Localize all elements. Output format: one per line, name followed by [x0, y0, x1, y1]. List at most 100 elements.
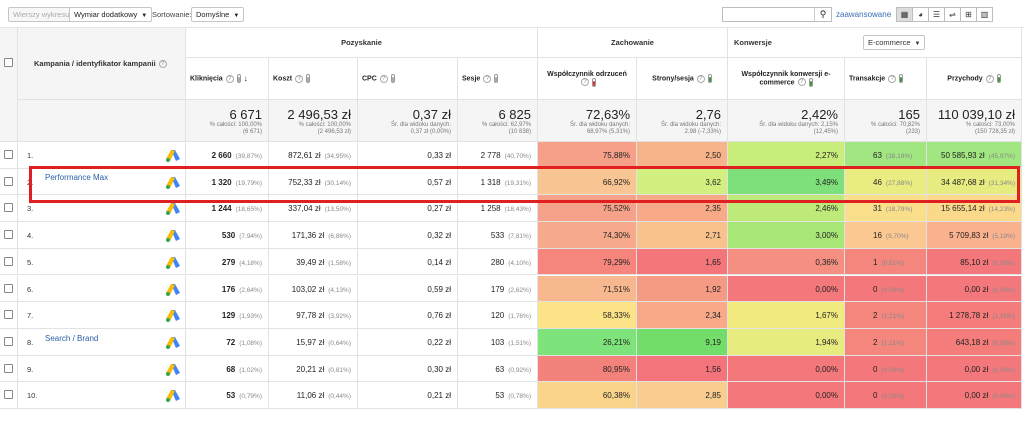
- table-cell-clicks: 53 (0,79%): [186, 382, 269, 409]
- table-cell-pps: 1,92: [637, 275, 728, 303]
- cell-value-wrap: 53 (0,78%): [495, 391, 531, 400]
- row-checkbox[interactable]: [4, 230, 13, 240]
- column-header-3[interactable]: CPC?: [358, 58, 458, 100]
- column-header-4[interactable]: Sesje?: [458, 58, 538, 100]
- select-all-checkbox[interactable]: [4, 58, 13, 67]
- campaign-link[interactable]: Search / Brand: [45, 333, 99, 343]
- cell-value-wrap: 752,33 zł (30,14%): [288, 178, 351, 187]
- help-icon[interactable]: ?: [158, 59, 167, 68]
- cell-value-wrap: 85,10 zł (0,08%): [960, 258, 1015, 267]
- pie-icon[interactable]: ◕: [912, 7, 929, 22]
- help-icon[interactable]: ?: [985, 74, 994, 83]
- column-header-label: Sesje: [462, 75, 481, 83]
- cell-value: 5 709,83 zł: [949, 231, 989, 241]
- help-icon[interactable]: ?: [225, 74, 234, 83]
- heatmap-toggle-icon[interactable]: [996, 74, 1001, 83]
- cell-percent: (0,00%): [992, 366, 1015, 374]
- row-checkbox[interactable]: [4, 310, 13, 320]
- row-number: 4.: [27, 231, 34, 241]
- column-header-1[interactable]: Kliknięcia? ↓: [186, 58, 269, 100]
- row-checkbox[interactable]: [4, 203, 13, 213]
- campaign-column-header[interactable]: Kampania / identyfikator kampanii?: [18, 28, 186, 100]
- bar-icon[interactable]: ☰: [928, 7, 945, 22]
- cell-value-wrap: 60,38%: [603, 391, 630, 400]
- help-icon[interactable]: ?: [295, 74, 304, 83]
- help-icon[interactable]: ?: [888, 74, 897, 83]
- table-cell-clicks: 72 (1,08%): [186, 328, 269, 356]
- cell-value: 179: [490, 284, 505, 294]
- column-header-2[interactable]: Koszt?: [269, 58, 358, 100]
- cell-percent: (4,13%): [328, 286, 351, 294]
- cell-value-wrap: 11,06 zł (0,44%): [297, 391, 351, 400]
- help-icon[interactable]: ?: [696, 74, 705, 83]
- cell-value-wrap: 79,29%: [603, 258, 630, 267]
- columns-icon[interactable]: ▥: [976, 7, 993, 22]
- cell-value-wrap: 2,27%: [815, 151, 838, 160]
- column-header-6[interactable]: Strony/sesja?: [637, 58, 728, 100]
- cell-percent: (1,93%): [239, 313, 262, 321]
- column-header-label: Koszt: [273, 75, 293, 83]
- pivot-icon[interactable]: ⊞: [960, 7, 977, 22]
- sort-desc-icon[interactable]: ↓: [243, 74, 248, 83]
- row-checkbox[interactable]: [4, 176, 13, 186]
- cell-percent: (0,00%): [881, 286, 905, 294]
- plot-rows-button[interactable]: Wierszy wykresu: [8, 7, 75, 22]
- row-checkbox[interactable]: [4, 336, 13, 346]
- table-cell-sessions: 179 (2,62%): [458, 275, 538, 303]
- table-cell-conv: 3,00%: [728, 222, 845, 249]
- grid-icon[interactable]: ▦: [896, 7, 913, 22]
- heatmap-toggle-icon[interactable]: [592, 77, 596, 87]
- compare-icon[interactable]: ⇌: [944, 7, 961, 22]
- row-checkbox[interactable]: [4, 283, 13, 293]
- heatmap-toggle-icon[interactable]: [306, 74, 311, 83]
- heatmap-toggle-icon[interactable]: [707, 74, 712, 83]
- secondary-dimension-dropdown[interactable]: Wymiar dodatkowy ▼: [69, 7, 153, 22]
- cell-value-wrap: 1,67%: [815, 311, 838, 320]
- help-icon[interactable]: ?: [581, 78, 589, 86]
- help-icon[interactable]: ?: [483, 74, 492, 83]
- campaign-link[interactable]: Performance Max: [45, 172, 109, 182]
- heatmap-toggle-icon[interactable]: [494, 74, 499, 83]
- table-cell-rev: 0,00 zł (0,00%): [927, 382, 1022, 409]
- cell-value: 0,00 zł: [964, 284, 989, 294]
- help-icon[interactable]: ?: [379, 74, 388, 83]
- cell-value: 2,71: [705, 231, 721, 241]
- column-header-7[interactable]: Współczynnik konwersji e-commerce?: [728, 58, 845, 100]
- column-header-8[interactable]: Transakcje?: [845, 58, 927, 100]
- row-number: 10.: [27, 391, 38, 401]
- search-icon[interactable]: ⚲: [814, 8, 831, 21]
- table-cell-clicks: 176 (2,64%): [186, 275, 269, 303]
- cell-value-wrap: 31 (18,79%): [873, 204, 912, 213]
- table-cell-cpc: 0,27 zł: [358, 195, 458, 223]
- sort-dropdown[interactable]: Domyślne ▼: [191, 7, 245, 22]
- heatmap-toggle-icon[interactable]: [808, 77, 813, 87]
- column-header-9[interactable]: Przychody?: [927, 58, 1022, 100]
- column-header-label: Przychody: [947, 75, 983, 83]
- cell-value-wrap: 58,33%: [603, 311, 630, 320]
- row-number: 1.: [27, 151, 34, 160]
- heatmap-toggle-icon[interactable]: [899, 74, 904, 83]
- row-checkbox[interactable]: [4, 390, 13, 400]
- cell-value-wrap: 103,02 zł (4,13%): [292, 285, 351, 294]
- heatmap-toggle-icon[interactable]: [390, 74, 395, 83]
- cell-value-wrap: 46 (27,88%): [873, 178, 912, 187]
- table-cell-clicks: 530 (7,94%): [186, 222, 269, 249]
- column-header-5[interactable]: Współczynnik odrzuceń?: [538, 58, 637, 100]
- cell-percent: (0,44%): [328, 393, 351, 401]
- cell-value-wrap: 533 (7,81%): [491, 231, 531, 240]
- row-checkbox[interactable]: [4, 363, 13, 373]
- cell-value: 20,21 zł: [296, 364, 325, 374]
- heatmap-toggle-icon[interactable]: [236, 74, 241, 83]
- conversion-type-dropdown[interactable]: E-commerce ▼: [863, 35, 926, 50]
- help-icon[interactable]: ?: [797, 78, 806, 86]
- row-checkbox[interactable]: [4, 256, 13, 266]
- search-input[interactable]: ⚲: [722, 7, 832, 22]
- cell-value-wrap: 2,85: [705, 391, 721, 400]
- advanced-filter-link[interactable]: zaawansowane: [836, 10, 892, 19]
- cell-value-wrap: 1 320 (19,79%): [212, 178, 262, 187]
- table-cell-bounce: 75,88%: [538, 142, 637, 169]
- table-cell-conv: 0,00%: [728, 355, 845, 383]
- row-checkbox[interactable]: [4, 150, 13, 159]
- cell-value: 2,46%: [815, 204, 838, 214]
- cell-value: 26,21%: [602, 337, 630, 347]
